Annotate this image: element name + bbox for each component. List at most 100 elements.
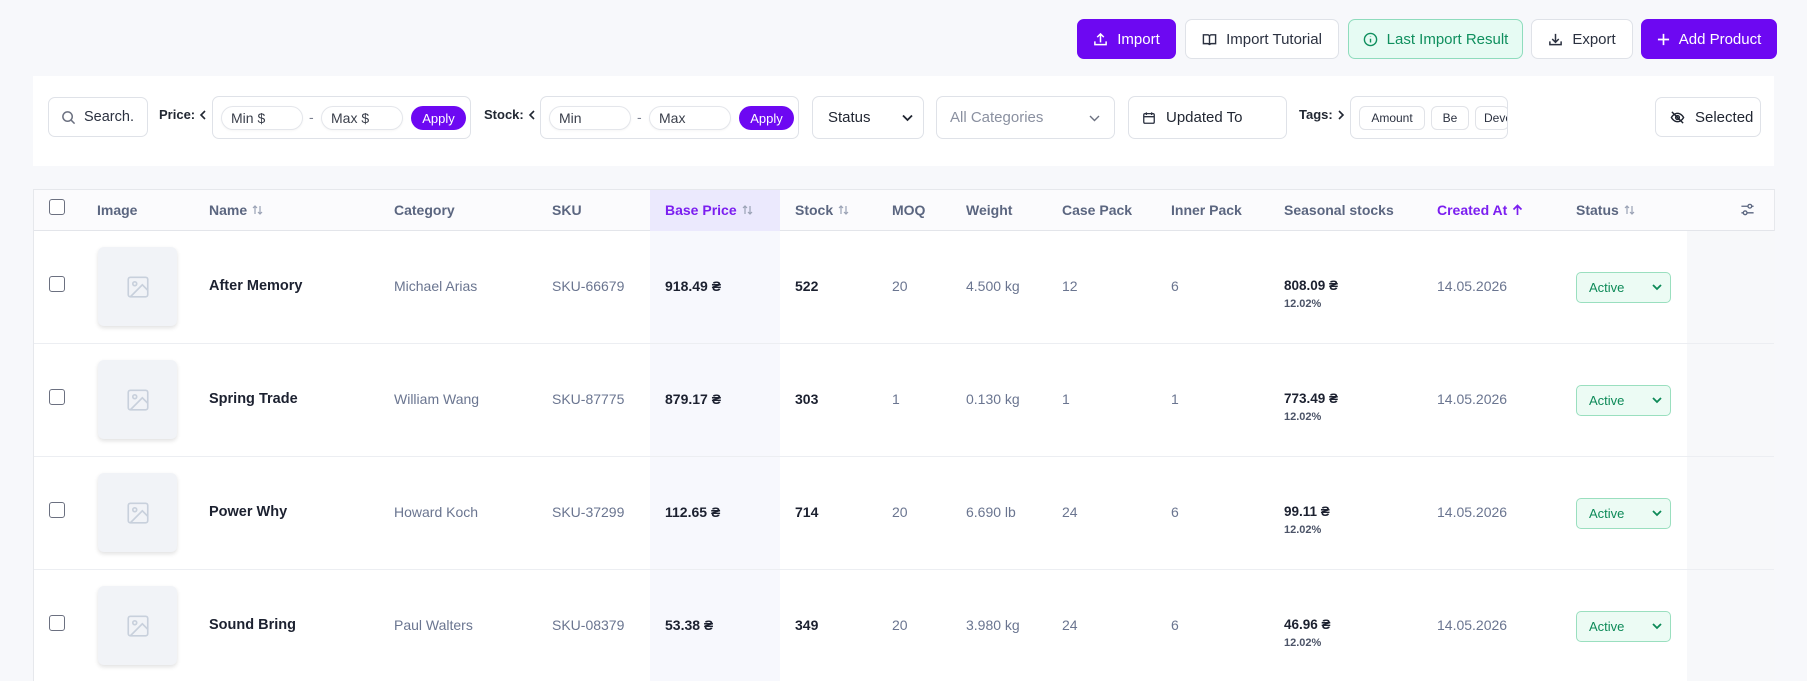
product-created-at: 14.05.2026	[1437, 278, 1508, 294]
price-min-input[interactable]: Min $	[221, 106, 303, 130]
chevron-down-icon	[902, 114, 913, 122]
download-icon	[1549, 33, 1563, 45]
product-image-placeholder	[98, 360, 177, 439]
row-checkbox[interactable]	[49, 276, 65, 292]
product-category: Howard Koch	[394, 504, 479, 520]
product-created-at: 14.05.2026	[1437, 617, 1508, 633]
stock-apply-button[interactable]: Apply	[739, 106, 794, 130]
category-select-label: All Categories	[950, 109, 1044, 126]
product-name[interactable]: Power Why	[209, 504, 288, 520]
image-icon	[126, 614, 149, 637]
seasonal-stock-percent: 12.02%	[1284, 411, 1322, 423]
status-select[interactable]: Status	[812, 96, 924, 139]
table-row[interactable]: After Memory Michael Arias SKU-66679 918…	[34, 231, 1774, 344]
updated-to-label: Updated To	[1166, 109, 1243, 126]
status-value: Active	[1589, 393, 1625, 408]
status-value: Active	[1589, 506, 1625, 521]
import-tutorial-label: Import Tutorial	[1226, 30, 1322, 48]
import-button[interactable]: Import	[1077, 19, 1176, 59]
row-checkbox[interactable]	[49, 389, 65, 405]
product-sku: SKU-87775	[552, 391, 625, 407]
column-header-name[interactable]: Name	[209, 202, 263, 218]
status-dropdown[interactable]: Active	[1576, 385, 1671, 416]
price-apply-button[interactable]: Apply	[411, 106, 466, 130]
column-header-status[interactable]: Status	[1576, 202, 1635, 218]
tag-chip[interactable]: Be	[1431, 106, 1469, 130]
import-label: Import	[1117, 30, 1160, 48]
column-header-base-price[interactable]: Base Price	[665, 202, 753, 218]
price-max-input[interactable]: Max $	[321, 106, 403, 130]
stock-filter-toggle[interactable]: Stock:	[484, 107, 536, 122]
status-dropdown[interactable]: Active	[1576, 272, 1671, 303]
stock-min-input[interactable]: Min	[549, 106, 631, 130]
price-label: Price:	[159, 107, 196, 122]
last-import-result-label: Last Import Result	[1386, 30, 1509, 48]
tag-chip[interactable]: Deve	[1475, 106, 1507, 130]
status-dropdown[interactable]: Active	[1576, 498, 1671, 529]
column-header-inner-pack: Inner Pack	[1171, 202, 1242, 218]
product-moq: 1	[892, 391, 900, 407]
product-name[interactable]: Spring Trade	[209, 391, 298, 407]
seasonal-stock-value: 808.09 ₴	[1284, 278, 1339, 293]
price-range: Min $ - Max $ Apply	[212, 96, 471, 139]
tags-filter-toggle[interactable]: Tags:	[1299, 107, 1345, 122]
column-header-sku: SKU	[552, 202, 582, 218]
column-header-stock[interactable]: Stock	[795, 202, 849, 218]
product-weight: 6.690 lb	[966, 504, 1016, 520]
chevron-down-icon	[1652, 510, 1662, 517]
import-tutorial-button[interactable]: Import Tutorial	[1185, 19, 1339, 59]
tags-list: Amount Be Deve	[1350, 96, 1508, 139]
product-name[interactable]: After Memory	[209, 278, 303, 294]
tag-chip[interactable]: Amount	[1359, 106, 1425, 130]
product-base-price: 53.38 ₴	[665, 617, 714, 633]
search-input[interactable]: Search.	[48, 97, 148, 137]
seasonal-stock-percent: 12.02%	[1284, 298, 1322, 310]
price-filter-toggle[interactable]: Price:	[159, 107, 207, 122]
table-row[interactable]: Power Why Howard Koch SKU-37299 112.65 ₴…	[34, 457, 1774, 570]
sort-icon	[252, 205, 263, 215]
product-image-placeholder	[98, 473, 177, 552]
product-moq: 20	[892, 278, 908, 294]
product-stock: 522	[795, 278, 819, 294]
table-row[interactable]: Sound Bring Paul Walters SKU-08379 53.38…	[34, 570, 1774, 681]
sorted-column-header-bg	[650, 190, 780, 231]
stock-max-input[interactable]: Max	[649, 106, 731, 130]
export-label: Export	[1572, 30, 1616, 48]
column-header-created-at[interactable]: Created At	[1437, 202, 1523, 218]
column-settings-icon[interactable]	[1740, 202, 1755, 217]
product-name[interactable]: Sound Bring	[209, 617, 296, 633]
product-category: Michael Arias	[394, 278, 478, 294]
select-all-checkbox[interactable]	[49, 199, 65, 215]
stock-range-separator: -	[637, 109, 642, 125]
column-header-category: Category	[394, 202, 455, 218]
tags-label: Tags:	[1299, 107, 1333, 122]
last-import-result-button[interactable]: Last Import Result	[1348, 19, 1523, 59]
product-case-pack: 24	[1062, 504, 1078, 520]
sort-icon	[1624, 205, 1635, 215]
product-sku: SKU-37299	[552, 504, 625, 520]
chevron-down-icon	[1089, 115, 1100, 122]
add-product-button[interactable]: Add Product	[1641, 19, 1777, 59]
stock-label: Stock:	[484, 107, 524, 122]
category-select[interactable]: All Categories	[936, 96, 1115, 139]
stock-range: Min - Max Apply	[540, 96, 799, 139]
image-icon	[126, 388, 149, 411]
eye-off-icon	[1670, 110, 1685, 124]
search-icon	[62, 110, 76, 124]
filter-bar: Search. Price: Min $ - Max $ Apply Stock…	[33, 76, 1774, 166]
updated-to-datepicker[interactable]: Updated To	[1128, 96, 1287, 139]
selected-button[interactable]: Selected	[1655, 97, 1761, 137]
status-dropdown[interactable]: Active	[1576, 611, 1671, 642]
seasonal-stock-value: 773.49 ₴	[1284, 391, 1339, 406]
selected-label: Selected	[1695, 108, 1754, 126]
sort-icon	[838, 205, 849, 215]
column-header-image: Image	[97, 202, 138, 218]
product-created-at: 14.05.2026	[1437, 504, 1508, 520]
export-button[interactable]: Export	[1531, 19, 1633, 59]
chevron-right-icon	[1338, 109, 1344, 120]
seasonal-stock-percent: 12.02%	[1284, 524, 1322, 536]
row-checkbox[interactable]	[49, 615, 65, 631]
table-row[interactable]: Spring Trade William Wang SKU-87775 879.…	[34, 344, 1774, 457]
row-checkbox[interactable]	[49, 502, 65, 518]
product-created-at: 14.05.2026	[1437, 391, 1508, 407]
